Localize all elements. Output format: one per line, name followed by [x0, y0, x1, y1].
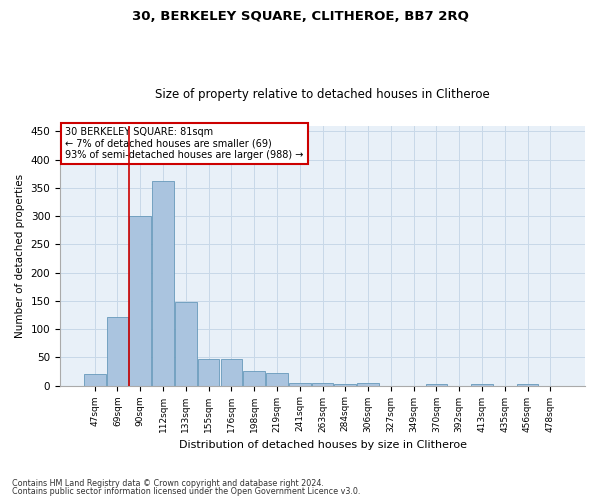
Bar	[107, 316, 128, 386]
Bar	[425, 384, 447, 386]
Bar	[130, 216, 151, 386]
Text: Contains HM Land Registry data © Crown copyright and database right 2024.: Contains HM Land Registry data © Crown c…	[12, 478, 324, 488]
Y-axis label: Number of detached properties: Number of detached properties	[15, 174, 25, 338]
Text: 30 BERKELEY SQUARE: 81sqm
← 7% of detached houses are smaller (69)
93% of semi-d: 30 BERKELEY SQUARE: 81sqm ← 7% of detach…	[65, 127, 304, 160]
Text: 30, BERKELEY SQUARE, CLITHEROE, BB7 2RQ: 30, BERKELEY SQUARE, CLITHEROE, BB7 2RQ	[131, 10, 469, 23]
Bar	[334, 384, 356, 386]
Bar	[198, 359, 220, 386]
Bar	[244, 372, 265, 386]
Bar	[471, 384, 493, 386]
Bar	[266, 373, 288, 386]
Bar	[221, 359, 242, 386]
X-axis label: Distribution of detached houses by size in Clitheroe: Distribution of detached houses by size …	[179, 440, 467, 450]
Bar	[175, 302, 197, 386]
Bar	[84, 374, 106, 386]
Bar	[152, 181, 174, 386]
Bar	[357, 384, 379, 386]
Bar	[311, 382, 334, 386]
Bar	[289, 382, 311, 386]
Text: Contains public sector information licensed under the Open Government Licence v3: Contains public sector information licen…	[12, 487, 361, 496]
Bar	[517, 384, 538, 386]
Title: Size of property relative to detached houses in Clitheroe: Size of property relative to detached ho…	[155, 88, 490, 101]
